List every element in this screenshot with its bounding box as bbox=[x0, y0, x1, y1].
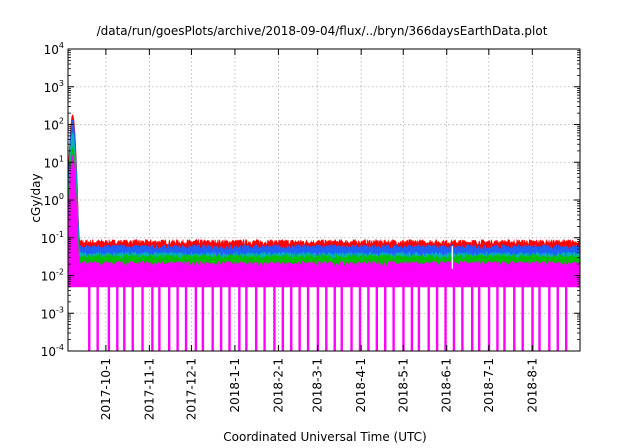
dropout-spike bbox=[333, 286, 336, 351]
dropout-spike bbox=[184, 286, 188, 351]
dropout-spike bbox=[521, 286, 524, 351]
dropout-spike bbox=[158, 286, 161, 351]
dropout-spike bbox=[238, 286, 241, 351]
dropout-spike bbox=[88, 286, 91, 351]
dropout-spike bbox=[410, 286, 414, 351]
dropout-spike bbox=[176, 286, 179, 351]
dropout-spike bbox=[435, 286, 439, 351]
dropout-spike bbox=[254, 286, 258, 351]
x-tick-label: 2018-8-1 bbox=[525, 358, 539, 412]
x-tick-label: 2018-3-1 bbox=[311, 358, 325, 412]
y-tick-label: 102 bbox=[44, 117, 64, 133]
dropout-spike bbox=[340, 286, 343, 351]
series-band bbox=[67, 114, 581, 266]
dropout-spike bbox=[375, 286, 379, 351]
grid-lines bbox=[68, 49, 580, 351]
y-tick-label: 10-1 bbox=[41, 230, 64, 246]
dropout-spike bbox=[131, 286, 134, 351]
y-tick-label: 104 bbox=[44, 41, 64, 57]
dropout-spike bbox=[116, 286, 119, 351]
y-tick-label: 103 bbox=[44, 79, 64, 95]
dropout-spike bbox=[496, 286, 499, 351]
dropout-spike bbox=[384, 286, 387, 351]
dropout-spike bbox=[306, 286, 310, 351]
dropout-spike bbox=[503, 286, 506, 351]
dropout-spike bbox=[141, 286, 144, 351]
y-tick-label: 10-3 bbox=[41, 305, 64, 321]
dropout-spike bbox=[461, 286, 464, 351]
series-band bbox=[67, 119, 581, 271]
y-tick-label: 101 bbox=[44, 154, 64, 170]
dropout-spike bbox=[273, 286, 276, 351]
y-tick-label: 10-4 bbox=[41, 343, 64, 359]
dropout-spike bbox=[538, 286, 541, 351]
data-series bbox=[67, 114, 581, 351]
dropout-spike bbox=[325, 286, 328, 351]
dropout-spike bbox=[487, 286, 491, 351]
dropout-spike bbox=[167, 286, 171, 351]
dropout-spike bbox=[564, 286, 568, 351]
dropout-spike bbox=[452, 286, 456, 351]
x-tick-label: 2018-2-1 bbox=[271, 358, 285, 412]
dropout-spike bbox=[367, 286, 370, 351]
y-axis-label: cGy/day bbox=[29, 173, 43, 222]
x-tick-label: 2018-7-1 bbox=[482, 358, 496, 412]
dropout-spike bbox=[219, 286, 223, 351]
dropout-spike bbox=[194, 286, 198, 351]
x-axis-ticks: 2017-10-1 2017-11-1 2017-12-1 2018-1-1 2018-… bbox=[99, 49, 539, 420]
dropout-spike bbox=[263, 286, 266, 351]
dropout-spike bbox=[96, 286, 99, 351]
dropout-spike bbox=[470, 286, 474, 351]
x-tick-label: 2018-1-1 bbox=[228, 358, 242, 412]
y-tick-label: 100 bbox=[44, 192, 64, 208]
dropout-spike bbox=[417, 286, 421, 351]
x-tick-label: 2017-11-1 bbox=[142, 358, 156, 420]
dropout-spike bbox=[211, 286, 214, 351]
x-tick-label: 2017-10-1 bbox=[99, 358, 113, 420]
y-tick-label: 10-2 bbox=[41, 268, 64, 284]
dropout-spike bbox=[350, 286, 353, 351]
dropout-spike bbox=[151, 286, 154, 351]
x-tick-label: 2018-6-1 bbox=[440, 358, 454, 412]
x-axis-label: Coordinated Universal Time (UTC) bbox=[223, 430, 426, 444]
dropout-spike bbox=[548, 286, 551, 351]
dropout-spike bbox=[392, 286, 395, 351]
dropout-spike bbox=[444, 286, 447, 351]
dropout-spike bbox=[427, 286, 430, 351]
series-band bbox=[67, 146, 581, 281]
x-tick-label: 2018-4-1 bbox=[354, 358, 368, 412]
dropout-spike bbox=[402, 286, 405, 351]
y-axis-ticks: 10-4 10-3 10-2 10-1 100 101 102 103 104 bbox=[41, 41, 580, 359]
dropout-spike bbox=[281, 286, 285, 351]
series-band bbox=[67, 155, 581, 288]
dropout-spike bbox=[290, 286, 293, 351]
dropout-spike bbox=[245, 286, 248, 351]
dropout-spike bbox=[123, 286, 126, 351]
dropout-spike bbox=[478, 286, 481, 351]
dropout-spike bbox=[556, 286, 559, 351]
dropout-spike bbox=[298, 286, 301, 351]
dropout-spike bbox=[513, 286, 516, 351]
dropout-spike bbox=[358, 286, 362, 351]
dropout-spike bbox=[228, 286, 231, 351]
dropout-spike bbox=[201, 286, 205, 351]
dropout-spike bbox=[107, 286, 111, 351]
x-tick-label: 2018-5-1 bbox=[396, 358, 410, 412]
x-tick-label: 2017-12-1 bbox=[184, 358, 198, 420]
dropout-spike bbox=[316, 286, 320, 351]
dropout-spike bbox=[531, 286, 534, 351]
chart-title: /data/run/goesPlots/archive/2018-09-04/f… bbox=[97, 24, 548, 38]
